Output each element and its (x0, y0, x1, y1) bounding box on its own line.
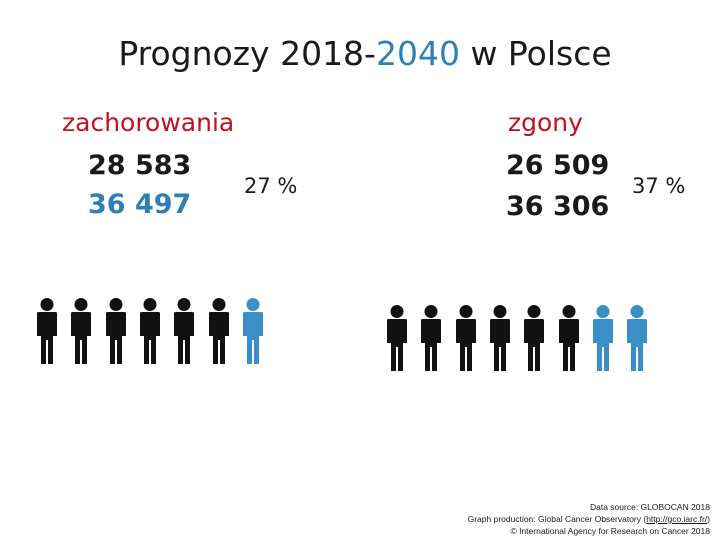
incidence-person-icon (206, 298, 232, 370)
title-suffix: w Polsce (459, 34, 612, 73)
mortality-person-icon (521, 305, 547, 377)
incidence-value-2040: 36 497 (88, 189, 192, 220)
mortality-person-icon (384, 305, 410, 377)
credit-graph-production: Graph production: Global Cancer Observat… (390, 513, 710, 525)
mortality-people-row (384, 305, 654, 375)
incidence-heading: zachorowania (62, 108, 235, 137)
incidence-value-2018: 28 583 (88, 150, 192, 181)
credit-copyright: © International Agency for Research on C… (510, 526, 710, 536)
credit-data-source: Data source: GLOBOCAN 2018 (589, 502, 710, 512)
gco-link[interactable]: http://gco.iarc.fr/ (646, 514, 708, 524)
source-credit: Data source: GLOBOCAN 2018 Graph product… (390, 501, 710, 537)
mortality-person-icon (590, 305, 616, 377)
credit-line2-prefix: Graph production: Global Cancer Observat… (467, 514, 647, 524)
mortality-value-2018: 26 509 (506, 150, 610, 181)
page-title: Prognozy 2018-2040 w Polsce (0, 34, 720, 73)
mortality-increase: 37 % (632, 174, 686, 198)
incidence-people-row (34, 298, 294, 368)
mortality-value-2040: 36 306 (506, 191, 610, 222)
mortality-person-icon (418, 305, 444, 377)
mortality-person-icon (487, 305, 513, 377)
title-accent-year: 2040 (375, 34, 460, 73)
incidence-person-icon (103, 298, 129, 370)
mortality-person-icon (624, 305, 650, 377)
incidence-person-icon (171, 298, 197, 370)
title-prefix: Prognozy 2018- (118, 34, 376, 73)
incidence-person-icon (137, 298, 163, 370)
credit-line2-suffix: ) (707, 514, 710, 524)
incidence-person-icon (34, 298, 60, 370)
incidence-person-icon (68, 298, 94, 370)
incidence-person-icon (240, 298, 266, 370)
mortality-heading: zgony (508, 108, 583, 137)
incidence-increase: 27 % (244, 174, 298, 198)
mortality-person-icon (556, 305, 582, 377)
mortality-person-icon (453, 305, 479, 377)
